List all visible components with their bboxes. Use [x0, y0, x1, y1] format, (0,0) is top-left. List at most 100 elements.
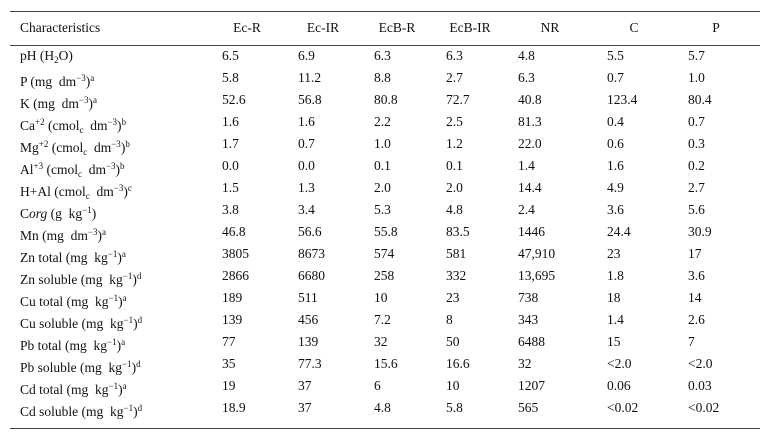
- cell: 50: [446, 334, 460, 349]
- row-label: H+Al (cmolc dm−3)c: [20, 180, 132, 204]
- row-label: Cd total (mg kg−1)a: [20, 378, 127, 398]
- cell: 3805: [222, 246, 249, 261]
- row-label: Mg+2 (cmolc dm−3)b: [20, 136, 130, 160]
- cell: 32: [518, 356, 532, 371]
- header-rule: [10, 45, 760, 46]
- cell: 80.4: [688, 92, 712, 107]
- cell: 72.7: [446, 92, 470, 107]
- label-part: ): [91, 206, 97, 221]
- cell: 23: [446, 290, 460, 305]
- cell: 7: [688, 334, 695, 349]
- cell: 2.4: [518, 202, 535, 217]
- label-part: ): [117, 118, 122, 133]
- label-part: ): [88, 96, 93, 111]
- cell: 32: [374, 334, 388, 349]
- cell: 5.3: [374, 202, 391, 217]
- cell: 46.8: [222, 224, 246, 239]
- label-part: b: [125, 139, 130, 149]
- cell: 4.8: [446, 202, 463, 217]
- cell: 258: [374, 268, 395, 283]
- column-header: C: [629, 20, 639, 35]
- label-part: −3: [113, 183, 124, 193]
- label-part: 2: [54, 55, 59, 65]
- cell: 565: [518, 400, 539, 415]
- label-part: c: [127, 183, 132, 193]
- cell: 35: [222, 356, 236, 371]
- cell: 37: [298, 400, 312, 415]
- label-part: ): [115, 162, 121, 177]
- cell: 37: [298, 378, 312, 393]
- cell: 24.4: [607, 224, 631, 239]
- row-label: Corg (g kg−1): [20, 202, 96, 222]
- row-label: Cu total (mg kg−1)a: [20, 290, 127, 310]
- label-part: (cmol: [48, 140, 84, 155]
- label-part: H+Al (cmol: [20, 184, 86, 199]
- label-part: a: [122, 381, 127, 391]
- cell: 5.5: [607, 48, 624, 63]
- cell: 3.6: [607, 202, 624, 217]
- label-part: a: [92, 95, 97, 105]
- row-label: Pb soluble (mg kg−1)d: [20, 356, 141, 376]
- label-part: Pb soluble (mg kg: [20, 360, 123, 375]
- label-part: Cd total (mg kg: [20, 382, 109, 397]
- label-part: (cmol: [44, 118, 80, 133]
- cell: 5.6: [688, 202, 705, 217]
- row-label: Zn total (mg kg−1)a: [20, 246, 126, 266]
- label-part: −1: [122, 359, 132, 369]
- cell: 0.1: [446, 158, 463, 173]
- cell: 1446: [518, 224, 545, 239]
- cell: 2.2: [374, 114, 391, 129]
- cell: 56.6: [298, 224, 322, 239]
- cell: 1207: [518, 378, 545, 393]
- label-part: pH (H: [20, 48, 55, 63]
- label-part: b: [120, 161, 125, 171]
- cell: 0.6: [607, 136, 624, 151]
- cell: 1.6: [607, 158, 624, 173]
- label-part: a: [121, 249, 126, 259]
- row-label: Mn (mg dm−3)a: [20, 224, 106, 244]
- cell: 2.5: [446, 114, 463, 129]
- column-header: P: [712, 20, 720, 35]
- label-part: Al: [20, 162, 34, 177]
- row-label: pH (H2O): [20, 48, 73, 68]
- cell: 14.4: [518, 180, 542, 195]
- label-part: ): [133, 316, 138, 331]
- cell: 1.2: [446, 136, 463, 151]
- label-part: ): [131, 360, 137, 375]
- row-label: Cd soluble (mg kg−1)d: [20, 400, 142, 420]
- cell: 15.6: [374, 356, 398, 371]
- cell: 6.5: [222, 48, 239, 63]
- label-part: −3: [78, 95, 89, 105]
- column-header: Ec-R: [233, 20, 261, 35]
- cell: 332: [446, 268, 467, 283]
- label-part: P (mg dm: [20, 74, 77, 89]
- label-part: Mn (mg dm: [20, 228, 88, 243]
- label-part: Zn total (mg kg: [20, 250, 108, 265]
- cell: 47,910: [518, 246, 556, 261]
- label-part: a: [121, 337, 126, 347]
- cell: 6.3: [374, 48, 391, 63]
- cell: 4.8: [518, 48, 535, 63]
- cell: 52.6: [222, 92, 246, 107]
- row-label: P (mg dm−3)a: [20, 70, 94, 90]
- label-part: −3: [87, 227, 98, 237]
- cell: 10: [374, 290, 388, 305]
- cell: 511: [298, 290, 318, 305]
- cell: 0.7: [607, 70, 624, 85]
- cell: 1.7: [222, 136, 239, 151]
- label-part: −1: [107, 249, 118, 259]
- label-part: b: [121, 117, 127, 127]
- cell: 56.8: [298, 92, 322, 107]
- cell: 18: [607, 290, 621, 305]
- cell: 18.9: [222, 400, 246, 415]
- cell: 0.0: [222, 158, 239, 173]
- label-part: ): [116, 338, 122, 353]
- label-part: Mg: [20, 140, 39, 155]
- label-part: +2: [35, 117, 45, 127]
- label-part: ): [120, 140, 126, 155]
- cell: 1.6: [298, 114, 315, 129]
- cell: 6.3: [518, 70, 535, 85]
- cell: <2.0: [688, 356, 713, 371]
